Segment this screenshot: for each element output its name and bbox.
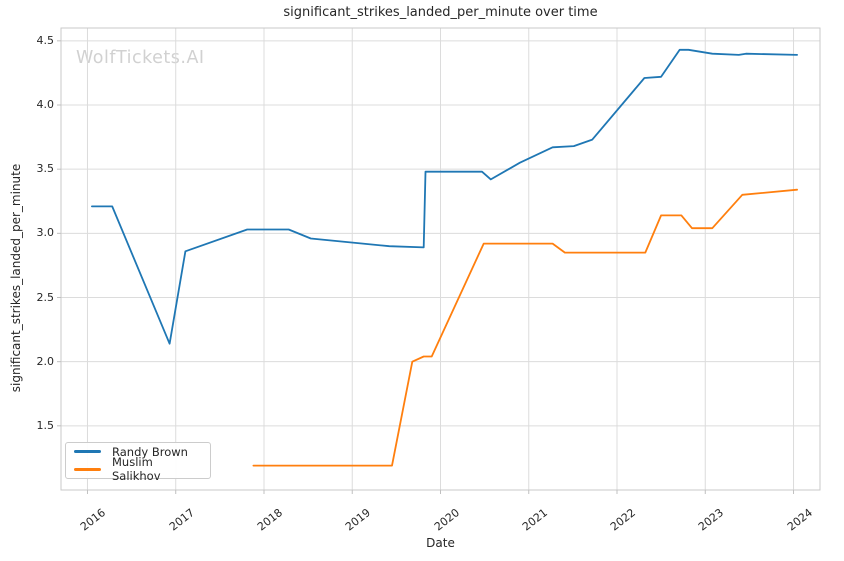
x-tick-label: 2020 xyxy=(431,506,462,534)
y-tick-label: 3.5 xyxy=(36,162,55,176)
x-tick-label: 2016 xyxy=(78,506,109,534)
x-tick-label: 2018 xyxy=(254,506,285,534)
y-tick-label: 2.5 xyxy=(36,290,55,304)
x-axis-label: Date xyxy=(426,536,455,550)
x-tick-label: 2024 xyxy=(784,506,815,534)
y-tick-label: 4.0 xyxy=(36,98,55,111)
watermark: WolfTickets.AI xyxy=(76,48,205,68)
x-tick-label: 2019 xyxy=(343,506,374,534)
legend-swatch-muslim-salikhov xyxy=(74,467,101,471)
y-tick-label: 1.5 xyxy=(36,418,55,432)
x-tick-label: 2022 xyxy=(607,506,639,534)
x-tick-label: 2017 xyxy=(166,506,197,534)
y-tick-label: 4.5 xyxy=(36,33,55,47)
legend-label: Randy Brown xyxy=(112,444,188,459)
series-line-muslim-salikhov xyxy=(252,188,798,467)
series-line-randy-brown xyxy=(91,48,798,345)
x-tick-label: 2023 xyxy=(696,506,727,534)
y-tick-label: 3.0 xyxy=(36,226,55,240)
legend-swatch-randy-brown xyxy=(74,450,101,453)
legend-item-randy-brown: Randy Brown xyxy=(74,445,202,459)
legend-item-muslim-salikhov: Muslim Salikhov xyxy=(74,455,202,483)
y-tick-label: 2.0 xyxy=(36,354,55,368)
x-tick-label: 2021 xyxy=(519,506,550,534)
chart-title: significant_strikes_landed_per_minute ov… xyxy=(283,5,598,20)
legend: Randy Brown Muslim Salikhov xyxy=(65,442,211,483)
legend-label: Muslim Salikhov xyxy=(112,455,161,483)
